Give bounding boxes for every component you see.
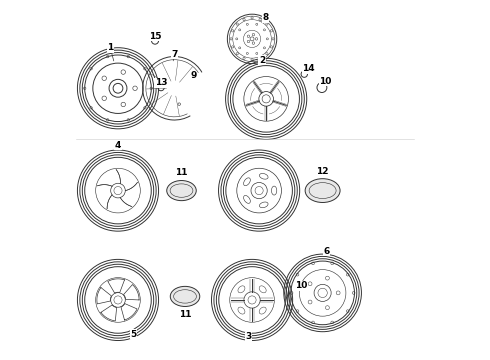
Text: 11: 11 [175,168,188,177]
Text: 1: 1 [107,43,113,52]
Text: 11: 11 [179,310,191,319]
Text: 14: 14 [302,64,315,73]
Text: 10: 10 [319,77,332,86]
Text: 15: 15 [149,32,161,41]
Text: 13: 13 [155,78,167,87]
Ellipse shape [305,179,340,202]
Ellipse shape [167,180,196,201]
Text: 4: 4 [115,141,121,150]
Text: 10: 10 [295,282,308,290]
Text: 5: 5 [131,330,137,339]
Text: 12: 12 [317,167,329,176]
Text: 2: 2 [259,55,265,64]
Text: 7: 7 [171,50,178,59]
Ellipse shape [171,286,200,306]
Text: 8: 8 [262,13,269,22]
Text: 9: 9 [191,71,197,80]
Text: 6: 6 [323,247,329,256]
Text: 3: 3 [245,333,252,342]
